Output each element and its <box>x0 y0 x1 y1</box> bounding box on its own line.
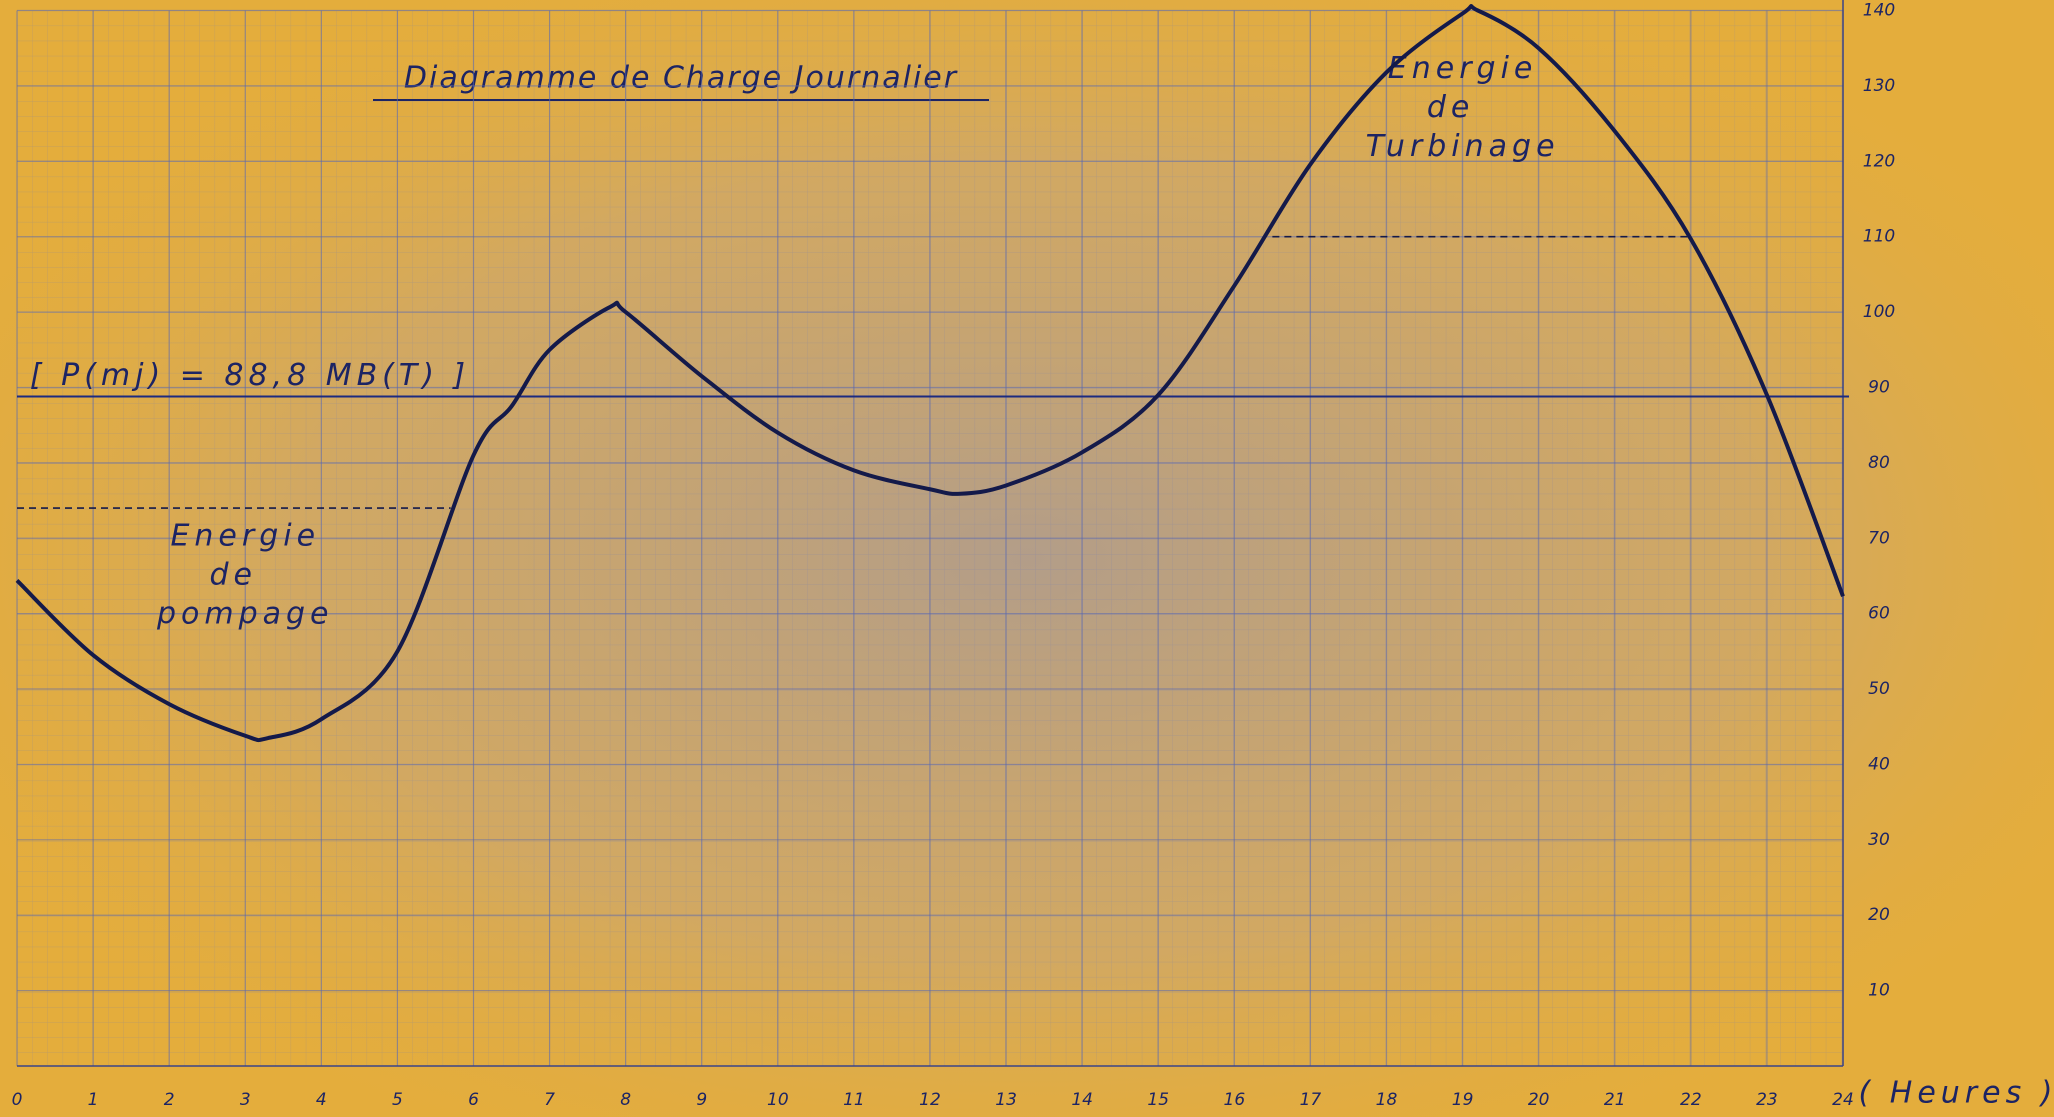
y-tick-label: 140 <box>1863 1 1895 21</box>
y-tick-label: 70 <box>1868 528 1890 548</box>
y-tick-label: 60 <box>1868 604 1890 624</box>
y-tick-label: 50 <box>1868 679 1890 699</box>
y-tick-label: 90 <box>1868 377 1890 397</box>
x-tick-label: 24 <box>1832 1090 1854 1110</box>
annotation: Energie <box>170 518 320 553</box>
y-tick-label: 30 <box>1868 830 1890 850</box>
y-tick-label: 40 <box>1868 754 1890 774</box>
y-tick-label: 130 <box>1863 76 1895 96</box>
x-tick-label: 2 <box>164 1090 175 1110</box>
x-tick-label: 21 <box>1604 1090 1626 1110</box>
y-tick-label: 20 <box>1868 905 1890 925</box>
annotation: de <box>1427 90 1475 125</box>
annotation: pompage <box>156 596 334 631</box>
x-tick-label: 20 <box>1528 1090 1550 1110</box>
y-tick-label: 10 <box>1868 981 1890 1001</box>
x-tick-label: 5 <box>392 1090 403 1110</box>
x-tick-label: 9 <box>696 1090 707 1110</box>
x-tick-label: 13 <box>995 1090 1017 1110</box>
x-axis-label: ( Heures ) <box>1859 1076 2054 1111</box>
x-tick-label: 17 <box>1300 1090 1322 1110</box>
x-tick-label: 7 <box>544 1090 555 1110</box>
x-tick-label: 18 <box>1376 1090 1398 1110</box>
x-tick-label: 8 <box>620 1090 631 1110</box>
x-tick-label: 23 <box>1756 1090 1778 1110</box>
annotation: Turbinage <box>1366 129 1560 164</box>
x-tick-label: 14 <box>1071 1090 1093 1110</box>
y-tick-label: 100 <box>1863 302 1895 322</box>
chart: Diagramme de Charge Journalier ( Heures … <box>0 0 2054 1117</box>
x-tick-label: 6 <box>468 1090 479 1110</box>
annotation: Energie <box>1388 51 1538 86</box>
x-tick-label: 10 <box>767 1090 789 1110</box>
y-tick-label: 110 <box>1863 227 1895 247</box>
x-tick-label: 19 <box>1452 1090 1474 1110</box>
y-tick-label: 80 <box>1868 453 1890 473</box>
x-tick-label: 4 <box>316 1090 327 1110</box>
annotation: de <box>210 557 258 592</box>
y-tick-label: 120 <box>1863 151 1895 171</box>
x-tick-label: 16 <box>1224 1090 1246 1110</box>
x-tick-label: 11 <box>843 1090 865 1110</box>
chart-title: Diagramme de Charge Journalier <box>404 61 958 96</box>
x-tick-label: 15 <box>1147 1090 1169 1110</box>
mean-label: [ P(mj) = 88,8 MB(T) ] <box>30 358 470 393</box>
x-tick-label: 1 <box>88 1090 99 1110</box>
x-tick-label: 22 <box>1680 1090 1702 1110</box>
x-tick-label: 12 <box>919 1090 941 1110</box>
x-tick-label: 3 <box>240 1090 251 1110</box>
x-tick-label: 0 <box>12 1090 23 1110</box>
